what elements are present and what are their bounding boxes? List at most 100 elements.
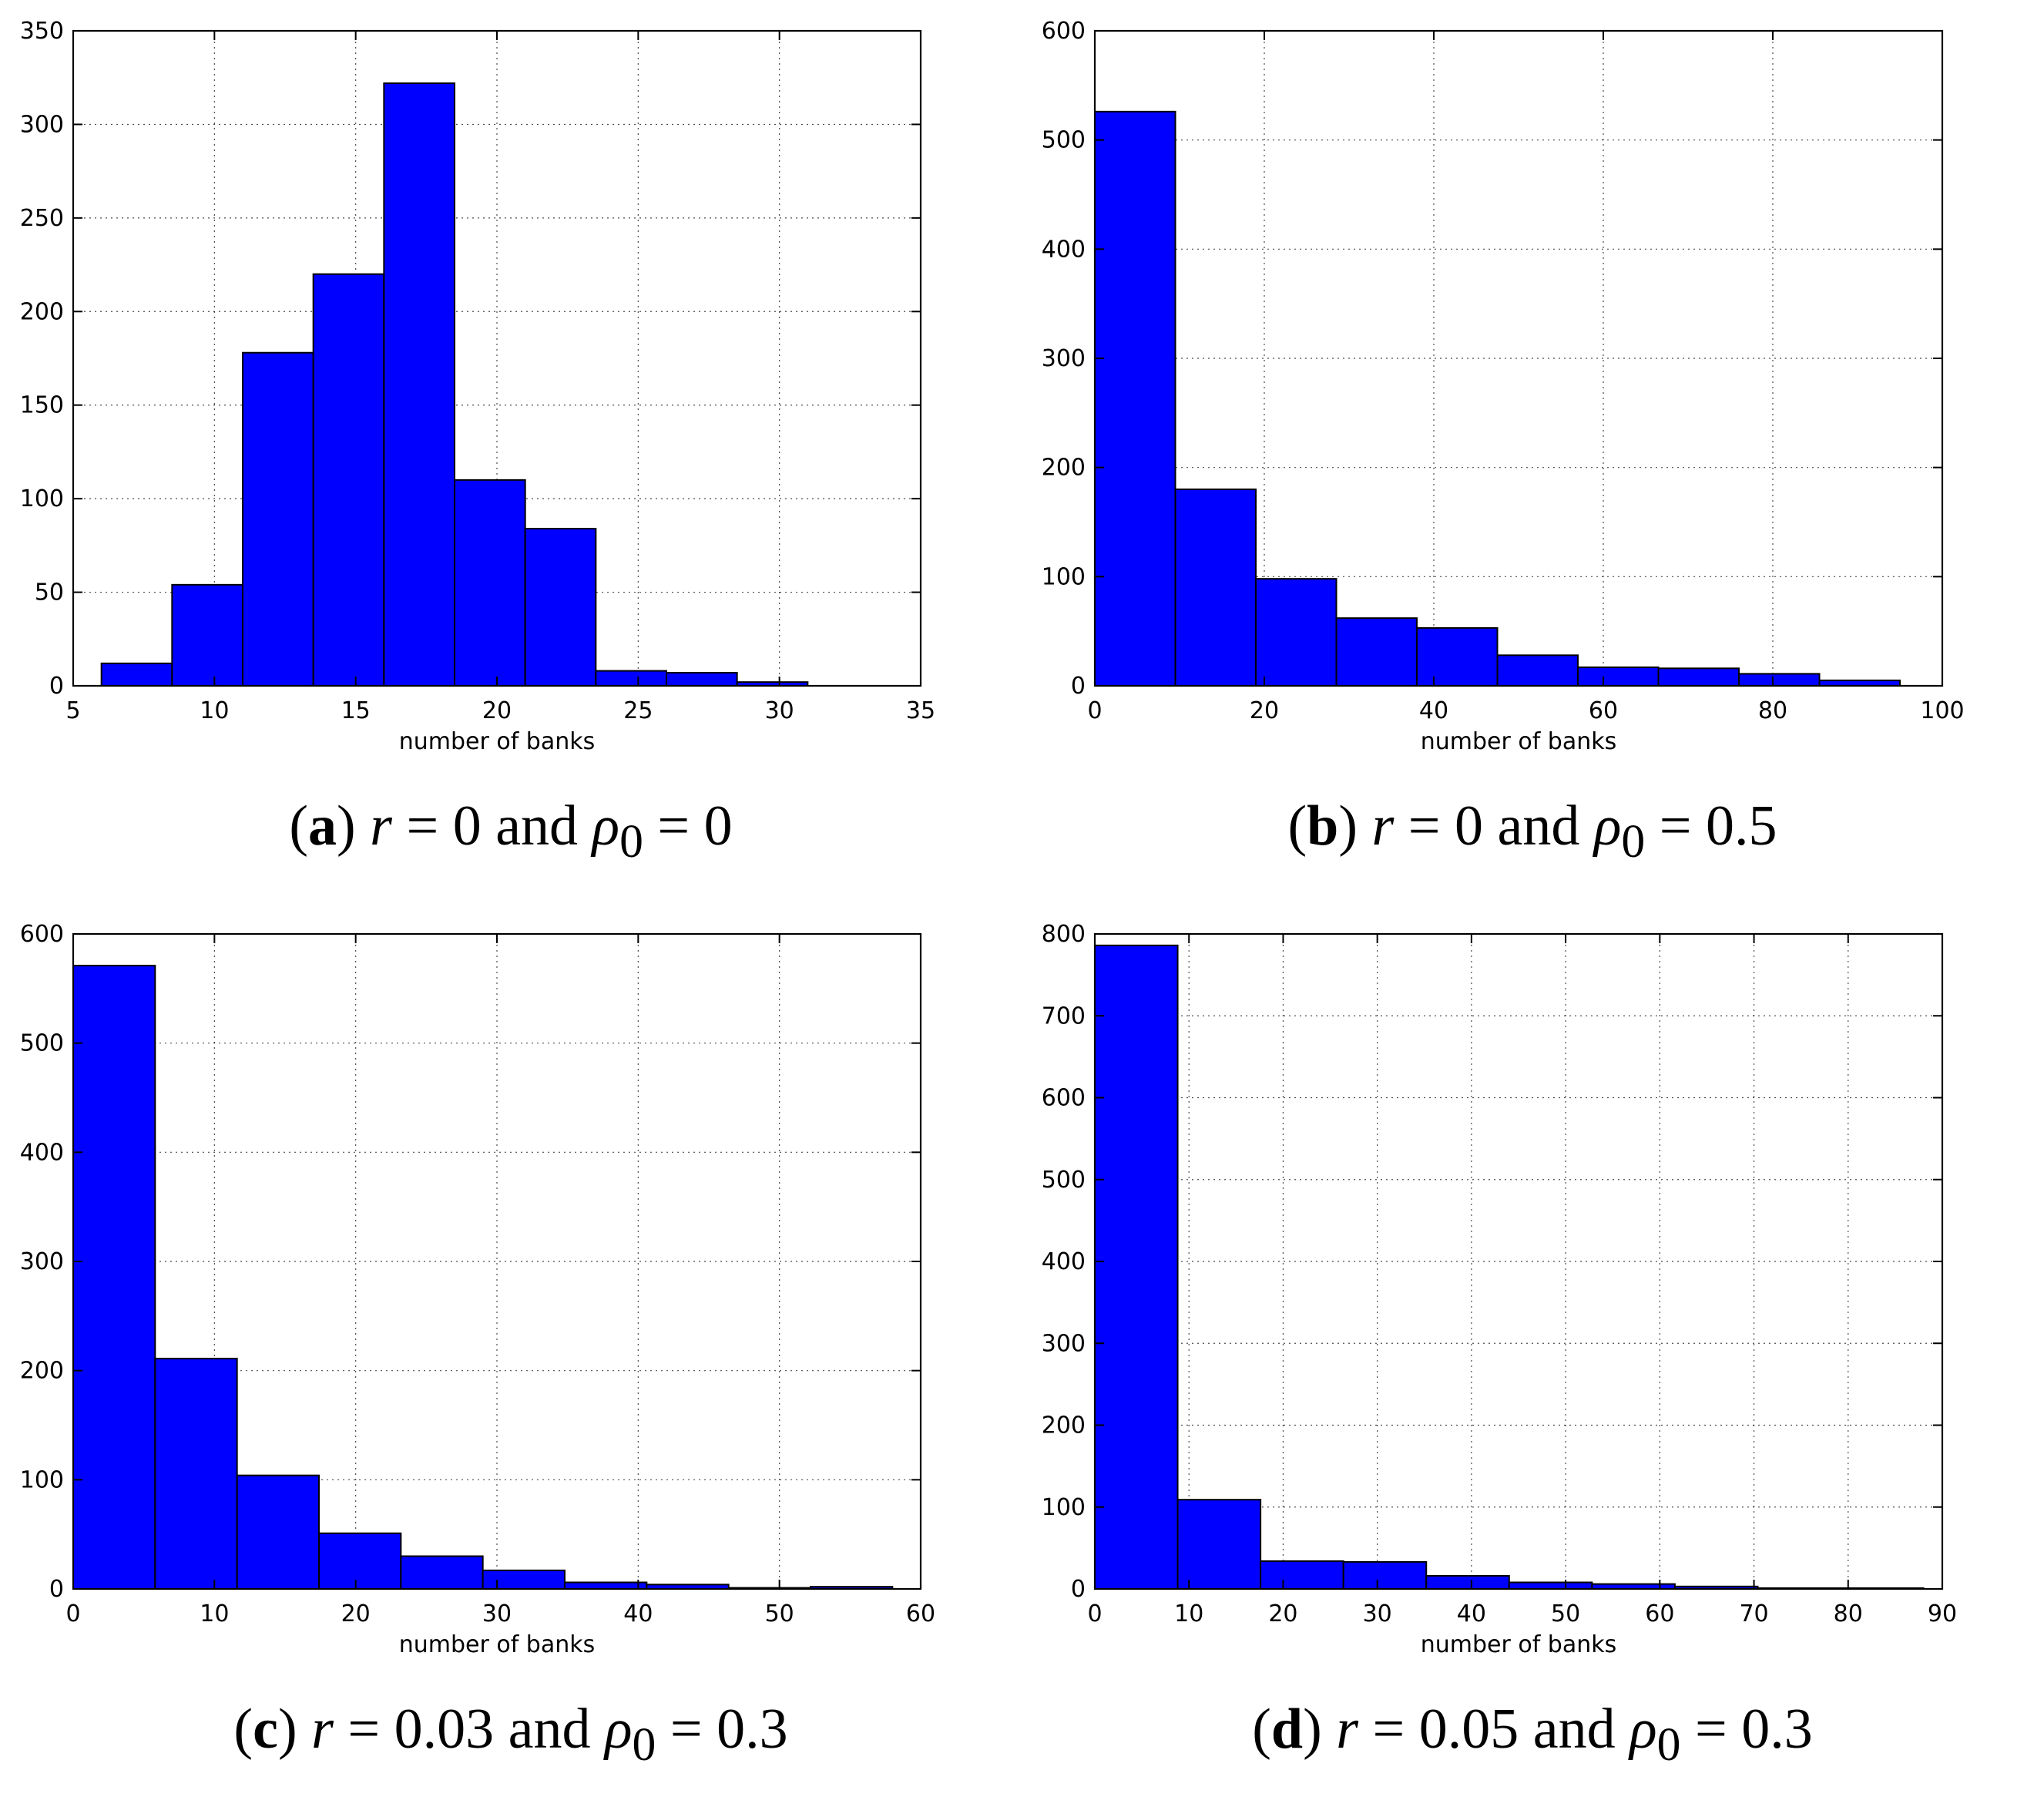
histogram-bar	[1094, 110, 1176, 687]
histogram-bar	[242, 351, 314, 687]
caption-a-rel2: = 0	[643, 794, 733, 858]
x-tick-label: 40	[623, 1600, 653, 1627]
caption-d: (d) r = 0.05 and ρ0 = 0.3	[1252, 1698, 1813, 1771]
caption-a-rel1: = 0 and	[391, 794, 592, 858]
caption-d-rel1: = 0.05 and	[1358, 1698, 1630, 1761]
y-tick-label: 400	[1042, 1248, 1086, 1275]
x-axis-label: number of banks	[399, 728, 596, 755]
y-tick-label: 500	[1042, 1167, 1086, 1194]
x-axis-label: number of banks	[399, 1631, 596, 1658]
caption-b-var2: ρ	[1593, 794, 1622, 858]
x-tick-label: 60	[1589, 697, 1618, 724]
y-tick-label: 700	[1042, 1003, 1086, 1029]
y-tick-label: 100	[1042, 1494, 1086, 1521]
x-tick-label: 20	[482, 697, 512, 724]
y-tick-label: 400	[20, 1139, 64, 1166]
x-tick-label: 50	[1551, 1600, 1580, 1627]
histogram-bar	[1176, 1499, 1262, 1590]
x-tick-label: 80	[1834, 1600, 1863, 1627]
histogram-bar	[1335, 617, 1418, 687]
y-tick-label: 0	[49, 1576, 64, 1603]
y-tick-label: 50	[35, 579, 64, 606]
caption-c-rel1: = 0.03 and	[333, 1698, 605, 1761]
histogram-bar	[1657, 667, 1740, 687]
caption-b-rel2: = 0.5	[1645, 794, 1777, 858]
histogram-bar	[1416, 626, 1499, 687]
caption-b-var1: r	[1371, 794, 1395, 858]
histogram-bar	[1496, 654, 1579, 687]
y-tick-label: 200	[1042, 1412, 1086, 1439]
histogram-bar	[564, 1581, 648, 1590]
histogram-bar	[171, 583, 243, 687]
y-tick-label: 150	[20, 392, 64, 419]
y-tick-label: 600	[1042, 18, 1086, 45]
y-tick-label: 300	[20, 111, 64, 138]
histogram-bar	[454, 479, 526, 687]
caption-c-var2: ρ	[604, 1698, 633, 1761]
caption-b-rel1: = 0 and	[1394, 794, 1594, 858]
y-tick-label: 250	[20, 205, 64, 232]
histogram-bar	[1425, 1575, 1510, 1590]
histogram-bar	[1255, 578, 1337, 687]
x-tick-label: 20	[1268, 1600, 1297, 1627]
x-tick-label: 0	[65, 1600, 80, 1627]
x-axis-label: number of banks	[1421, 1631, 1617, 1658]
caption-a-var1: r	[370, 794, 392, 858]
x-tick-label: 60	[906, 1600, 935, 1627]
histogram-bar	[318, 1532, 402, 1590]
histogram-bar	[482, 1569, 566, 1590]
panel-b: 0 20 40 60 80 100 0 100 200 300 400 500 600 number of…	[1022, 0, 2043, 903]
histogram-bar	[72, 965, 156, 1590]
x-tick-label: 30	[1363, 1600, 1392, 1627]
y-tick-label: 800	[1042, 921, 1086, 948]
y-tick-label: 0	[1071, 1576, 1086, 1603]
panel-c: 0 10 20 30 40 50 60 0 100 200 300 400 500 600 number o…	[0, 903, 1022, 1806]
histogram-bar	[100, 662, 173, 687]
y-tick-label: 200	[20, 1358, 64, 1385]
caption-d-sub2: 0	[1656, 1718, 1681, 1771]
histogram-bar	[1508, 1581, 1593, 1590]
x-tick-label: 10	[200, 1600, 229, 1627]
y-tick-label: 350	[20, 18, 64, 45]
caption-d-var2: ρ	[1629, 1698, 1657, 1761]
caption-b-label: b	[1307, 794, 1339, 858]
x-tick-label: 10	[200, 697, 229, 724]
y-tick-label: 0	[49, 673, 64, 700]
x-tick-label: 50	[765, 1600, 794, 1627]
histogram-bar	[383, 82, 456, 687]
caption-d-var1: r	[1336, 1698, 1359, 1761]
caption-a-var2: ρ	[592, 794, 620, 858]
histogram-bar	[1577, 666, 1660, 687]
histogram-bar	[1260, 1560, 1344, 1590]
x-tick-label: 30	[482, 1600, 512, 1627]
y-tick-label: 600	[20, 921, 64, 948]
x-tick-label: 70	[1739, 1600, 1768, 1627]
panel-a: 5 10 15 20 25 30 35 0 50 100 150 200 250 300 350 number…	[0, 0, 1022, 903]
histogram-bar	[524, 528, 597, 687]
histogram-bar	[1174, 489, 1257, 687]
axes-frame	[1093, 932, 1944, 1590]
x-tick-label: 80	[1758, 697, 1787, 724]
caption-d-rel2: = 0.3	[1680, 1698, 1813, 1761]
x-tick-label: 60	[1645, 1600, 1674, 1627]
y-tick-label: 500	[20, 1030, 64, 1057]
caption-a: (a) r = 0 and ρ0 = 0	[289, 794, 733, 868]
x-tick-label: 30	[765, 697, 794, 724]
histogram-bar	[154, 1358, 238, 1590]
x-tick-label: 35	[906, 697, 935, 724]
x-tick-label: 15	[341, 697, 371, 724]
y-tick-label: 500	[1042, 127, 1086, 154]
histogram-bar	[666, 672, 738, 687]
y-tick-label: 200	[1042, 455, 1086, 482]
y-tick-label: 300	[1042, 345, 1086, 372]
caption-a-sub2: 0	[619, 814, 643, 868]
caption-b-sub2: 0	[1621, 814, 1646, 868]
caption-c-var1: r	[311, 1698, 334, 1761]
panel-d: 0 10 20 30 40 50 60 70 80 90 0 100 200 300 400 500 600 70…	[1022, 903, 2043, 1806]
x-tick-label: 10	[1174, 1600, 1203, 1627]
y-tick-label: 600	[1042, 1085, 1086, 1112]
caption-c-label: c	[253, 1698, 278, 1761]
caption-c-rel2: = 0.3	[656, 1698, 788, 1761]
y-tick-label: 0	[1071, 673, 1086, 700]
